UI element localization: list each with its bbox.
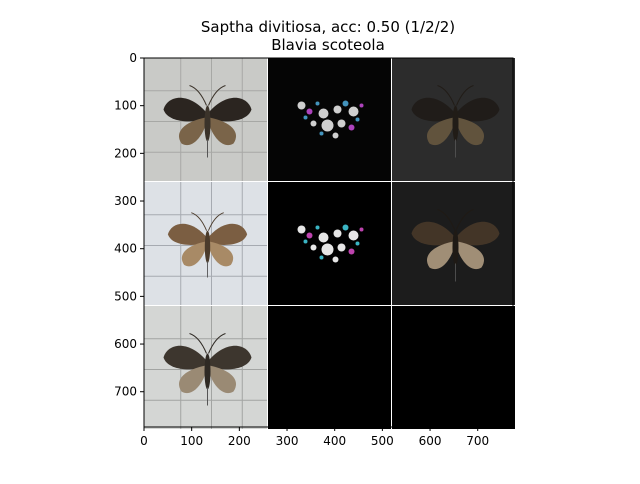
- panel-photo-1-0: [144, 182, 267, 305]
- panel-photo-2-0: [144, 306, 267, 429]
- x-axis: 0 100 200 300 400 500 600 700: [140, 427, 489, 448]
- y-tick-label: 500: [114, 289, 137, 303]
- moth-specimen: [411, 85, 500, 158]
- figure-title-line2: Blavia scoteola: [271, 36, 385, 54]
- panel-masked-0-2: [392, 58, 515, 181]
- x-tick-label: 300: [276, 434, 299, 448]
- x-tick-label: 100: [180, 434, 203, 448]
- moth-specimen: [411, 209, 500, 282]
- panel-saliency-0-1: [268, 58, 391, 181]
- moth-specimen: [163, 85, 252, 158]
- y-tick-label: 300: [114, 194, 137, 208]
- panel-photo-0-0: [144, 58, 267, 181]
- y-tick-label: 600: [114, 337, 137, 351]
- panel-empty-2-2: [392, 306, 515, 429]
- figure-title-line1: Saptha divitiosa, acc: 0.50 (1/2/2): [201, 18, 455, 36]
- panel-masked-1-2: [392, 182, 515, 305]
- axes-frame: [143, 57, 514, 428]
- image-grid: [144, 58, 515, 429]
- x-tick-label: 0: [140, 434, 148, 448]
- x-tick-label: 700: [466, 434, 489, 448]
- y-axis: 0 100 200 300 400 500 600 700: [114, 51, 144, 399]
- moth-specimen: [167, 212, 248, 278]
- panel-empty-2-1: [268, 306, 391, 429]
- y-tick-label: 200: [114, 146, 137, 160]
- y-tick-label: 0: [129, 51, 137, 65]
- x-tick-label: 400: [323, 434, 346, 448]
- y-tick-label: 700: [114, 385, 137, 399]
- saliency-map: [297, 224, 364, 263]
- y-tick-label: 400: [114, 242, 137, 256]
- moth-specimen: [163, 333, 252, 406]
- x-tick-label: 500: [371, 434, 394, 448]
- saliency-map: [297, 100, 364, 139]
- x-tick-label: 200: [228, 434, 251, 448]
- y-tick-label: 100: [114, 99, 137, 113]
- panel-saliency-1-1: [268, 182, 391, 305]
- x-tick-label: 600: [419, 434, 442, 448]
